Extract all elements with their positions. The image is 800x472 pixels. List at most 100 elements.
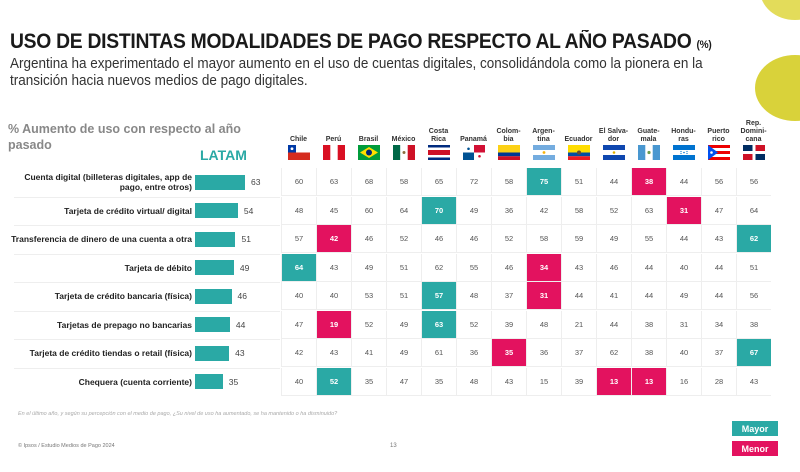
row-label: Chequera (cuenta corriente) <box>4 368 192 397</box>
cell-mayor: 67 <box>736 339 771 367</box>
latam-bar <box>195 288 232 304</box>
country-header: Costa Rica <box>421 116 456 144</box>
legend-mayor-label: Mayor <box>741 423 769 434</box>
table-cell: 61 <box>421 339 456 367</box>
row-separator <box>14 253 280 255</box>
row-label: Tarjeta de débito <box>4 254 192 283</box>
table-cell: 52 <box>351 310 386 339</box>
country-name: Rep. Domini- cana <box>740 120 767 143</box>
table-cell: 35 <box>421 367 456 396</box>
table-cell: 42 <box>526 196 561 225</box>
table-cell: 44 <box>701 253 736 282</box>
table-cell: 47 <box>281 310 316 339</box>
row-label-text: Tarjeta de débito <box>124 262 192 273</box>
cell-mayor: 57 <box>421 282 456 310</box>
country-name: Perú <box>325 136 342 143</box>
flag-colombia-icon <box>497 145 520 160</box>
table-cell: 39 <box>491 310 526 339</box>
latam-bar <box>195 260 234 276</box>
table-cell: 43 <box>316 253 351 282</box>
table-cell: 58 <box>386 168 421 196</box>
country-header: Chile <box>281 116 316 144</box>
country-name: Chile <box>289 136 308 143</box>
metric-label: % Aumento de uso con respecto al año pas… <box>8 122 241 152</box>
flag-el-salvador-icon <box>602 145 625 160</box>
table-cell: 56 <box>701 168 736 196</box>
table-cell: 59 <box>561 225 596 253</box>
row-label-text: Tarjetas de prepago no bancarias <box>57 319 192 330</box>
cell-menor: 38 <box>631 168 666 196</box>
cell-mayor: 52 <box>316 367 351 396</box>
page-title: USO DE DISTINTAS MODALIDADES DE PAGO RES… <box>10 30 712 54</box>
table-cell: 48 <box>456 367 491 396</box>
row-label: Transferencia de dinero de una cuenta a … <box>4 225 192 254</box>
table-cell: 46 <box>421 225 456 253</box>
table-cell: 48 <box>281 196 316 225</box>
latam-bar-value: 54 <box>243 205 254 216</box>
table-cell: 38 <box>631 339 666 367</box>
table-cell: 44 <box>631 253 666 282</box>
title-unit: (%) <box>696 39 712 51</box>
table-cell: 55 <box>631 225 666 253</box>
table-cell: 58 <box>561 196 596 225</box>
row-separator <box>14 367 280 369</box>
table-cell: 44 <box>596 310 631 339</box>
table-cell: 42 <box>281 339 316 367</box>
table-cell: 31 <box>666 310 701 339</box>
latam-bar-value: 44 <box>235 319 246 330</box>
table-cell: 49 <box>386 310 421 339</box>
cell-mayor: 64 <box>281 253 316 282</box>
table-cell: 43 <box>701 225 736 253</box>
country-header: Guate- mala <box>631 116 666 144</box>
country-header: Hondu- ras <box>666 116 701 144</box>
table-cell: 43 <box>561 253 596 282</box>
table-cell: 51 <box>561 168 596 196</box>
row-label: Cuenta digital (billeteras digitales, ap… <box>4 168 192 197</box>
table-cell: 40 <box>281 367 316 396</box>
table-cell: 72 <box>456 168 491 196</box>
table-cell: 52 <box>386 225 421 253</box>
table-cell: 44 <box>701 282 736 310</box>
table-cell: 46 <box>596 253 631 282</box>
row-separator <box>14 339 280 340</box>
row-separator <box>14 196 280 198</box>
flag-costa-rica-icon <box>427 145 450 160</box>
table-cell: 56 <box>736 168 771 196</box>
table-cell: 49 <box>351 253 386 282</box>
table-cell: 62 <box>421 253 456 282</box>
footnote: En el último año, y según su percepción … <box>18 411 338 417</box>
table-cell: 46 <box>351 225 386 253</box>
flag-chile-icon <box>287 145 310 160</box>
table-cell: 49 <box>666 282 701 310</box>
flag-ecuador-icon <box>567 145 590 160</box>
country-name: México <box>391 136 416 143</box>
table-cell: 46 <box>491 253 526 282</box>
table-cell: 43 <box>491 367 526 396</box>
table-cell: 51 <box>386 253 421 282</box>
table-cell: 56 <box>736 282 771 310</box>
cell-mayor: 75 <box>526 168 561 196</box>
table-cell: 37 <box>561 339 596 367</box>
table-cell: 44 <box>631 282 666 310</box>
table-cell: 34 <box>701 310 736 339</box>
row-label: Tarjetas de prepago no bancarias <box>4 311 192 340</box>
latam-bar <box>195 231 236 247</box>
table-cell: 45 <box>316 196 351 225</box>
cell-menor: 34 <box>526 253 561 282</box>
row-separator <box>14 225 280 226</box>
table-cell: 63 <box>316 168 351 196</box>
subtitle: Argentina ha experimentado el mayor aume… <box>10 56 703 89</box>
cell-menor: 31 <box>666 196 701 225</box>
table-cell: 58 <box>526 225 561 253</box>
table-cell: 41 <box>596 282 631 310</box>
table-cell: 47 <box>386 367 421 396</box>
table-cell: 40 <box>666 253 701 282</box>
cell-mayor: 70 <box>421 196 456 225</box>
country-header: Brasil <box>351 116 386 144</box>
table-cell: 62 <box>596 339 631 367</box>
table-cell: 16 <box>666 367 701 396</box>
country-header: El Salva- dor <box>596 116 631 144</box>
latam-bar-value: 46 <box>237 291 247 302</box>
table-cell: 44 <box>666 168 701 196</box>
table-cell: 60 <box>281 168 316 196</box>
